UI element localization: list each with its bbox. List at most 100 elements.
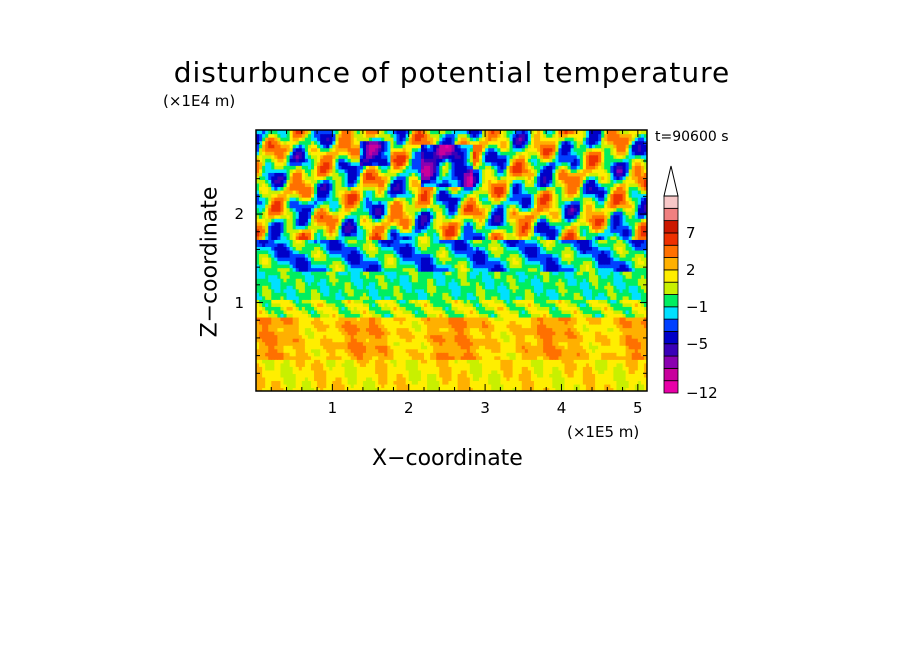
contour-cell: [622, 253, 627, 258]
contour-cell: [271, 320, 275, 325]
contour-cell: [451, 281, 456, 286]
contour-cell: [521, 292, 526, 297]
contour-cell: [414, 345, 419, 350]
contour-cell: [561, 320, 566, 325]
contour-cell: [424, 373, 428, 378]
contour-cell: [298, 376, 303, 382]
contour-cell: [424, 345, 428, 350]
contour-cell: [353, 362, 358, 367]
contour-cell: [362, 352, 367, 357]
contour-cell: [433, 348, 437, 353]
contour-cell: [457, 338, 462, 343]
contour-cell: [292, 271, 297, 276]
contour-cell: [537, 341, 541, 346]
contour-cell: [274, 278, 278, 283]
contour-cell: [436, 334, 440, 339]
contour-cell: [359, 274, 364, 279]
contour-cell: [402, 271, 407, 276]
contour-cell: [540, 355, 544, 360]
contour-cell: [488, 338, 492, 343]
contour-cell: [616, 348, 621, 353]
contour-cell: [439, 274, 443, 279]
contour-cell: [485, 264, 489, 269]
contour-cell: [537, 362, 541, 367]
contour-cell: [381, 281, 385, 286]
contour-cell: [408, 369, 413, 374]
contour-cell: [265, 383, 269, 389]
contour-cell: [396, 313, 401, 318]
contour-cell: [585, 274, 590, 279]
contour-cell: [365, 376, 370, 382]
contour-cell: [317, 355, 321, 360]
contour-cell: [463, 267, 468, 272]
contour-cell: [283, 253, 288, 258]
contour-cell: [549, 288, 553, 293]
contour-cell: [607, 292, 611, 297]
contour-cell: [546, 274, 550, 279]
contour-cell: [417, 306, 422, 311]
contour-cell: [485, 362, 489, 367]
contour-cell: [411, 338, 416, 343]
contour-cell: [607, 316, 611, 322]
contour-cell: [384, 309, 388, 315]
contour-cell: [643, 292, 647, 297]
contour-cell: [543, 292, 547, 297]
contour-cell: [286, 341, 291, 346]
contour-cell: [537, 306, 541, 311]
contour-cell: [527, 345, 532, 350]
contour-cell: [515, 327, 520, 332]
contour-cell: [598, 362, 602, 367]
contour-cell: [619, 334, 624, 339]
contour-cell: [384, 288, 388, 293]
contour-cell: [527, 331, 532, 336]
contour-cell: [521, 313, 526, 318]
contour-cell: [524, 341, 529, 346]
contour-cell: [549, 316, 553, 322]
contour-cell: [524, 362, 529, 367]
contour-cell: [582, 316, 587, 322]
contour-cell: [317, 387, 321, 391]
contour-cell: [546, 299, 550, 304]
contour-cell: [558, 306, 563, 311]
contour-cell: [469, 253, 474, 258]
contour-cell: [607, 267, 611, 272]
contour-cell: [372, 313, 376, 318]
contour-cell: [509, 260, 514, 265]
contour-cell: [304, 295, 309, 300]
contour-cell: [588, 253, 593, 258]
contour-cell: [274, 313, 278, 318]
contour-cell: [543, 341, 547, 346]
contour-cell: [274, 366, 278, 371]
contour-cell: [283, 338, 288, 343]
contour-cell: [317, 327, 321, 332]
contour-cell: [329, 338, 333, 343]
contour-cell: [497, 313, 501, 318]
contour-cell: [387, 288, 391, 293]
contour-cell: [518, 302, 523, 307]
contour-cell: [588, 302, 593, 307]
contour-cell: [387, 285, 391, 290]
contour-cell: [622, 348, 627, 353]
contour-cell: [420, 341, 425, 346]
contour-cell: [417, 383, 422, 389]
contour-cell: [512, 264, 517, 269]
contour-cell: [298, 295, 303, 300]
contour-cell: [350, 288, 355, 293]
contour-cell: [292, 383, 297, 389]
contour-cell: [298, 331, 303, 336]
contour-cell: [408, 338, 413, 343]
contour-cell: [543, 306, 547, 311]
contour-cell: [277, 313, 282, 318]
contour-cell: [262, 345, 266, 350]
contour-cell: [390, 383, 395, 389]
contour-cell: [582, 323, 587, 329]
contour-cell: [549, 313, 553, 318]
contour-cell: [271, 341, 275, 346]
contour-cell: [387, 267, 391, 272]
contour-cell: [607, 348, 611, 353]
contour-cell: [506, 292, 511, 297]
contour-cell: [277, 271, 282, 276]
contour-cell: [341, 334, 346, 339]
contour-cell: [552, 302, 556, 307]
contour-cell: [396, 338, 401, 343]
